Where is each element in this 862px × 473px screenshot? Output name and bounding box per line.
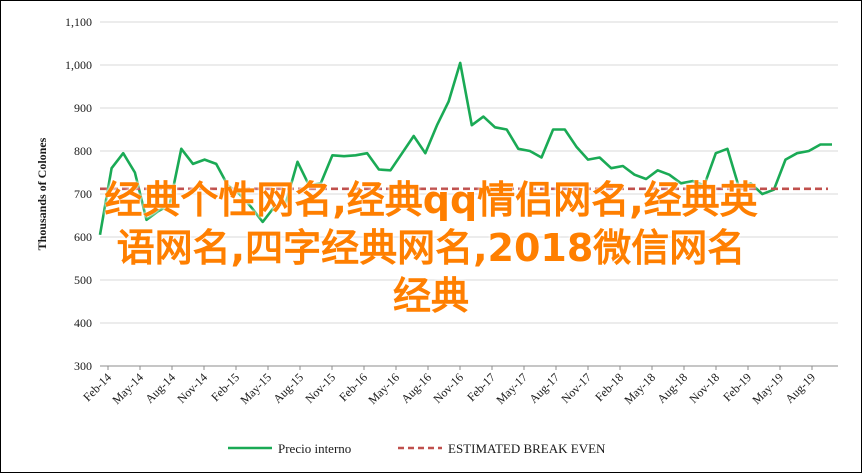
overlay-line-3: 经典 xyxy=(392,274,469,318)
series-lines xyxy=(98,61,832,236)
legend-break-even-label: ESTIMATED BREAK EVEN xyxy=(448,441,606,456)
x-tick-label: Feb-15 xyxy=(208,370,242,404)
legend: Precio interno ESTIMATED BREAK EVEN xyxy=(228,441,606,456)
x-tick-label: May-17 xyxy=(493,370,530,407)
x-tick-label: May-18 xyxy=(621,370,658,407)
x-tick-label: Nov-15 xyxy=(302,370,338,406)
y-tick-label: 900 xyxy=(74,101,92,115)
x-tick-label: Feb-14 xyxy=(80,370,114,404)
watermark-overlay: 经典个性网名,经典qq情侣网名,经典英 语网名,四字经典网名,2018微信网名 … xyxy=(0,176,862,320)
y-tick-label: 1,100 xyxy=(65,15,92,29)
x-tick-label: May-16 xyxy=(365,370,402,407)
x-tick-label: Feb-16 xyxy=(336,370,370,404)
x-tick-label: May-19 xyxy=(749,370,786,407)
y-tick-label: 600 xyxy=(74,230,92,244)
y-axis-title: Thousands of Colones xyxy=(35,137,49,250)
x-tick-label: Aug-15 xyxy=(270,370,306,406)
x-tick-label: Feb-17 xyxy=(464,370,498,404)
y-tick-label: 1,000 xyxy=(65,58,92,72)
x-tick-label: Aug-18 xyxy=(654,370,690,406)
y-tick-label: 300 xyxy=(74,359,92,373)
x-tick-label: Feb-19 xyxy=(720,370,754,404)
overlay-line-2: 语网名,四字经典网名,2018微信网名 xyxy=(116,226,746,270)
x-tick-label: Aug-16 xyxy=(398,370,434,406)
x-tick-label: Feb-18 xyxy=(592,370,626,404)
legend-precio-interno-label: Precio interno xyxy=(278,441,351,456)
x-tick-label: Aug-19 xyxy=(782,370,818,406)
y-tick-label: 700 xyxy=(74,187,92,201)
series-line-precio-interno xyxy=(98,61,832,236)
x-axis-tick-labels: Feb-14May-14Aug-14Nov-14Feb-15May-15Aug-… xyxy=(80,366,818,407)
x-tick-label: Nov-17 xyxy=(558,370,594,406)
x-tick-label: May-15 xyxy=(237,370,274,407)
x-tick-label: Nov-18 xyxy=(686,370,722,406)
x-tick-label: Nov-14 xyxy=(174,370,210,406)
y-axis-tick-labels: 300 400 500 600 700 800 900 1,000 1,100 xyxy=(65,15,92,373)
x-tick-label: Aug-17 xyxy=(526,370,562,406)
x-tick-label: May-14 xyxy=(109,370,146,407)
y-tick-label: 500 xyxy=(74,273,92,287)
x-tick-label: Aug-14 xyxy=(142,370,178,406)
overlay-line-1: 经典个性网名,经典qq情侣网名,经典英 xyxy=(104,178,758,222)
x-tick-label: Nov-16 xyxy=(430,370,466,406)
y-tick-label: 800 xyxy=(74,144,92,158)
y-tick-label: 400 xyxy=(74,316,92,330)
